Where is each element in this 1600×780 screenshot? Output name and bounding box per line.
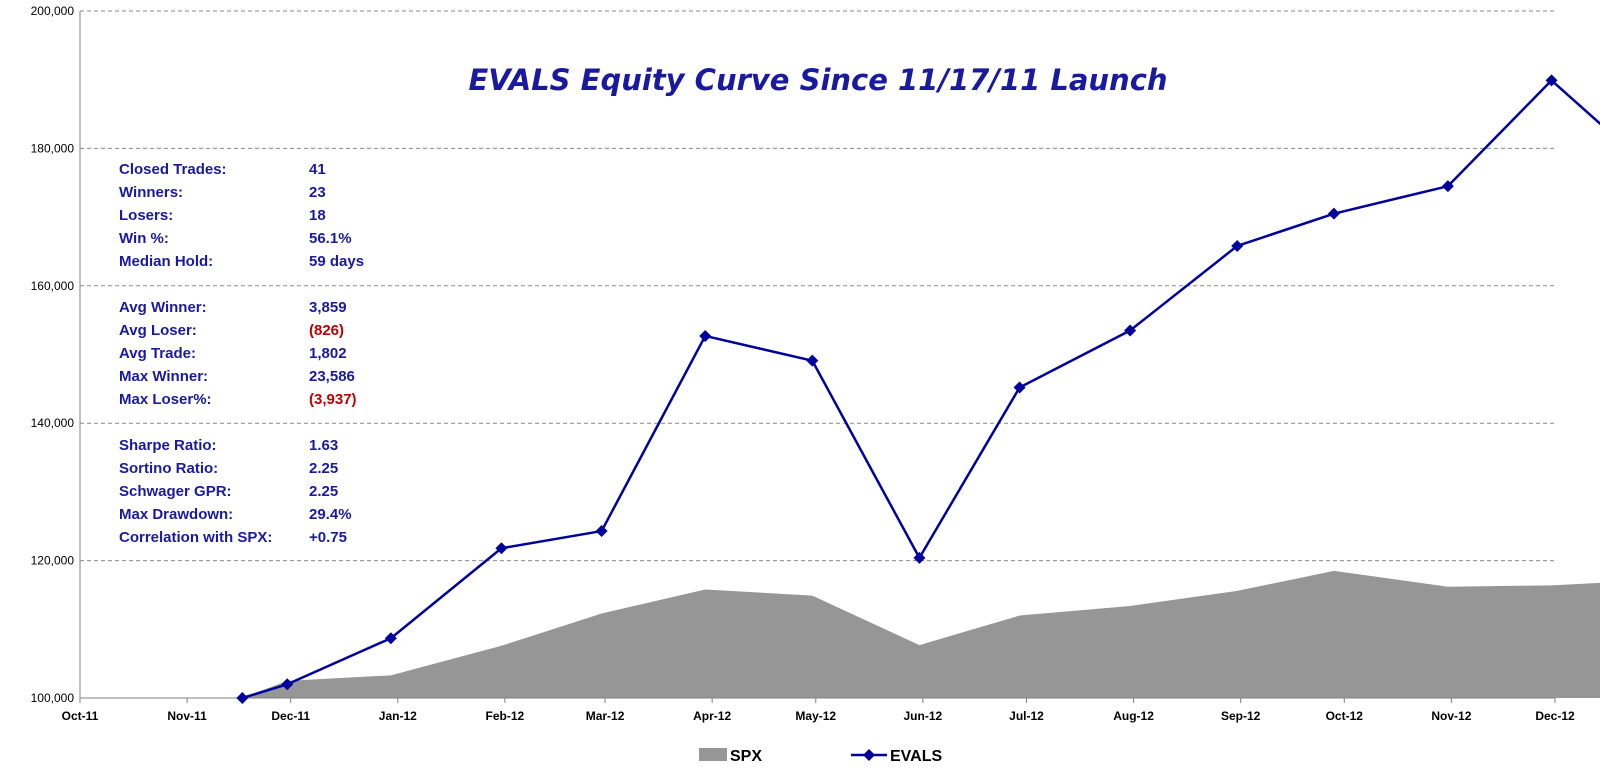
x-tick-label: Oct-11 xyxy=(62,709,99,723)
stat-value: 18 xyxy=(309,207,326,224)
x-tick-label: Oct-12 xyxy=(1326,709,1364,723)
grid-lines xyxy=(80,10,1555,562)
evals-point xyxy=(1327,207,1340,220)
y-tick-label: 140,000 xyxy=(31,416,75,430)
evals-point xyxy=(281,678,294,691)
stat-value: 1.63 xyxy=(309,437,338,454)
stat-value: 2.25 xyxy=(309,460,338,477)
axes xyxy=(79,11,1556,703)
spx-area xyxy=(242,570,1600,698)
legend-swatch-spx xyxy=(699,748,727,761)
x-tick-label: Jul-12 xyxy=(1009,709,1044,723)
evals-point xyxy=(1013,381,1026,394)
x-tick-label: Apr-12 xyxy=(693,709,731,723)
evals-point xyxy=(806,354,819,367)
stat-label: Schwager GPR: xyxy=(119,483,232,500)
stat-value: (826) xyxy=(309,322,344,339)
stat-value: 23,586 xyxy=(309,368,355,385)
stat-value: 3,859 xyxy=(309,299,347,316)
stat-label: Median Hold: xyxy=(119,253,213,270)
evals-point xyxy=(1124,324,1137,337)
evals-point xyxy=(236,692,249,704)
stat-label: Max Winner: xyxy=(119,368,208,385)
spx-area-layer xyxy=(242,570,1600,698)
legend-label-spx: SPX xyxy=(730,748,762,765)
stat-value: 56.1% xyxy=(309,230,352,247)
stat-value: 1,802 xyxy=(309,345,347,362)
evals-point xyxy=(1231,239,1244,252)
y-tick-label: 160,000 xyxy=(31,279,75,293)
x-tick-label: Mar-12 xyxy=(586,709,625,723)
stat-value: 41 xyxy=(309,161,326,178)
stats-panel: Closed Trades: 41 Winners: 23 Losers: 18 Win %… xyxy=(119,161,364,546)
stat-label: Avg Trade: xyxy=(119,345,196,362)
stat-value: 29.4% xyxy=(309,506,352,523)
stat-label: Winners: xyxy=(119,184,183,201)
stat-value: (3,937) xyxy=(309,391,357,408)
stat-label: Correlation with SPX: xyxy=(119,529,272,546)
stat-label: Sharpe Ratio: xyxy=(119,437,217,454)
y-tick-label: 120,000 xyxy=(31,554,75,568)
x-tick-labels: Oct-11 Nov-11 Dec-11 Jan-12 Feb-12 Mar-12 Apr-… xyxy=(62,709,1575,723)
evals-point xyxy=(1545,74,1558,87)
x-tick-label: Dec-12 xyxy=(1535,709,1575,723)
x-tick-label: Jan-12 xyxy=(379,709,417,723)
stat-label: Sortino Ratio: xyxy=(119,460,218,477)
stat-value: 59 days xyxy=(309,253,364,270)
x-tick-label: Feb-12 xyxy=(486,709,525,723)
evals-point xyxy=(913,551,926,564)
y-tick-label: 180,000 xyxy=(31,141,75,155)
x-tick-label: Dec-11 xyxy=(271,709,310,723)
y-tick-label: 100,000 xyxy=(31,691,75,705)
x-tick-label: Sep-12 xyxy=(1221,709,1261,723)
stat-label: Max Drawdown: xyxy=(119,506,233,523)
stat-value: 23 xyxy=(309,184,326,201)
x-tick-label: Aug-12 xyxy=(1113,709,1154,723)
x-tick-label: Nov-12 xyxy=(1431,709,1471,723)
stat-label: Avg Loser: xyxy=(119,322,197,339)
stat-value: +0.75 xyxy=(309,529,347,546)
evals-point xyxy=(495,542,508,555)
stat-value: 2.25 xyxy=(309,483,338,500)
stat-label: Win %: xyxy=(119,230,169,247)
legend: SPX EVALS xyxy=(699,748,942,765)
y-tick-labels: 100,000 120,000 140,000 160,000 180,000 200,0… xyxy=(31,4,75,705)
x-tick-label: Jun-12 xyxy=(904,709,943,723)
stat-label: Losers: xyxy=(119,207,173,224)
evals-point xyxy=(699,329,712,342)
x-tick-label: Nov-11 xyxy=(167,709,207,723)
y-tick-label: 200,000 xyxy=(31,4,75,18)
evals-point xyxy=(384,632,397,645)
evals-line-layer xyxy=(236,74,1600,704)
legend-marker-evals xyxy=(863,749,875,761)
evals-point xyxy=(1441,180,1454,193)
legend-label-evals: EVALS xyxy=(890,748,942,765)
stat-label: Avg Winner: xyxy=(119,299,207,316)
chart-title: EVALS Equity Curve Since 11/17/11 Launch xyxy=(468,63,1167,97)
x-tick-label: May-12 xyxy=(795,709,836,723)
stat-label: Max Loser%: xyxy=(119,391,212,408)
evals-point xyxy=(595,525,608,538)
stat-label: Closed Trades: xyxy=(119,161,227,178)
